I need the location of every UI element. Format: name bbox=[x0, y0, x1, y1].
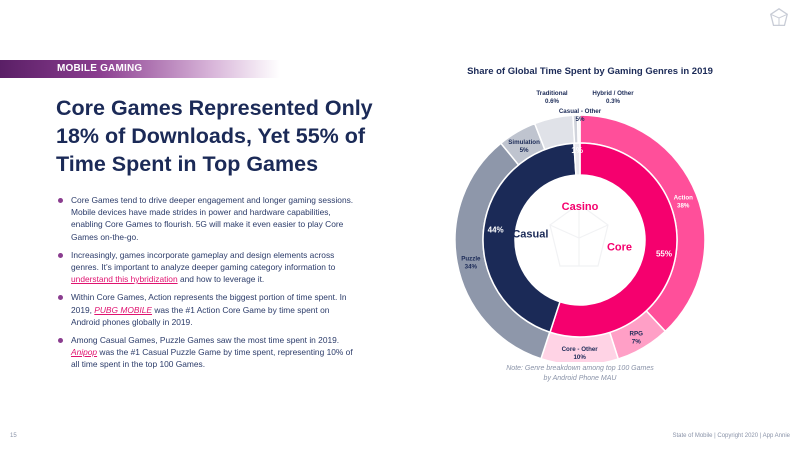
chart-note: Note: Genre breakdown among top 100 Game… bbox=[470, 364, 690, 384]
pubg-mobile-link[interactable]: PUBG MOBILE bbox=[94, 304, 153, 315]
bullet-dot-icon bbox=[58, 295, 63, 301]
bullet-dot-icon bbox=[58, 252, 63, 258]
bullet-dot-icon bbox=[58, 198, 63, 203]
bullet-text: Increasingly, games incorporate gameplay… bbox=[71, 249, 336, 273]
inner-label-casino: 1% bbox=[571, 146, 583, 155]
page-number: 15 bbox=[10, 433, 17, 439]
bullet-text: Within Core Games, Action represents the… bbox=[71, 292, 347, 315]
hybridization-link[interactable]: understand this hybridization bbox=[71, 274, 178, 285]
group-name-casual: Casual bbox=[512, 229, 548, 241]
bullet-item: Core Games tend to drive deeper engageme… bbox=[56, 194, 356, 243]
chart-title: Share of Global Time Spent by Gaming Gen… bbox=[467, 66, 713, 77]
outer-label-hybrid-other: Hybrid / Other 0.3% bbox=[592, 90, 634, 105]
bullet-item: Among Casual Games, Puzzle Games saw the… bbox=[56, 334, 356, 371]
slice-casual bbox=[482, 142, 577, 334]
section-tag: MOBILE GAMING bbox=[57, 63, 143, 74]
bullet-text: was the #1 Action Core Game by time spen… bbox=[71, 304, 330, 327]
section-tag-bar bbox=[0, 60, 280, 78]
bullet-item: Within Core Games, Action represents the… bbox=[56, 291, 356, 328]
inner-label-casual: 44% bbox=[488, 225, 504, 234]
page-title: Core Games Represented Only 18% of Downl… bbox=[56, 94, 416, 178]
bullet-list: Core Games tend to drive deeper engageme… bbox=[56, 194, 356, 377]
app-annie-logo-icon bbox=[770, 8, 788, 26]
outer-label-simulation: Simulation 5% bbox=[508, 139, 540, 154]
slice-core bbox=[549, 142, 678, 338]
diamond-watermark-icon bbox=[549, 203, 609, 267]
bullet-text: Among Casual Games, Puzzle Games saw the… bbox=[71, 335, 340, 346]
footer-text: State of Mobile | Copyright 2020 | App A… bbox=[672, 433, 790, 439]
outer-label-puzzle: Puzzle 34% bbox=[461, 255, 481, 270]
outer-label-casual-other: Casual - Other 5% bbox=[559, 108, 602, 123]
title-line: 18% of Downloads, Yet 55% of bbox=[56, 124, 366, 148]
anipop-link[interactable]: Anipop bbox=[71, 347, 98, 358]
bullet-text: Core Games tend to drive deeper engageme… bbox=[71, 195, 354, 242]
bullet-item: Increasingly, games incorporate gameplay… bbox=[56, 249, 356, 286]
outer-label-core-other: Core - Other 10% bbox=[562, 346, 599, 361]
genre-donut-chart: 55% 44% 1% Core Casual Casino Action 38% RPG 7% Co… bbox=[454, 90, 706, 362]
slice-casino bbox=[573, 142, 581, 176]
bullet-dot-icon bbox=[58, 338, 63, 344]
group-name-core: Core bbox=[607, 241, 632, 253]
title-line: Core Games Represented Only bbox=[56, 96, 373, 120]
outer-label-action: Action 38% bbox=[674, 194, 693, 209]
bullet-text: and how to leverage it. bbox=[177, 274, 265, 285]
note-line: Note: Genre breakdown among top 100 Game… bbox=[506, 365, 654, 372]
inner-label-core: 55% bbox=[656, 249, 672, 258]
bullet-text: was the #1 Casual Puzzle Game by time sp… bbox=[71, 347, 353, 370]
outer-label-rpg: RPG 7% bbox=[630, 331, 644, 346]
title-line: Time Spent in Top Games bbox=[56, 152, 319, 176]
outer-label-traditional: Traditional 0.6% bbox=[536, 90, 568, 105]
note-line: by Android Phone MAU bbox=[543, 375, 617, 382]
group-name-casino: Casino bbox=[562, 201, 599, 213]
